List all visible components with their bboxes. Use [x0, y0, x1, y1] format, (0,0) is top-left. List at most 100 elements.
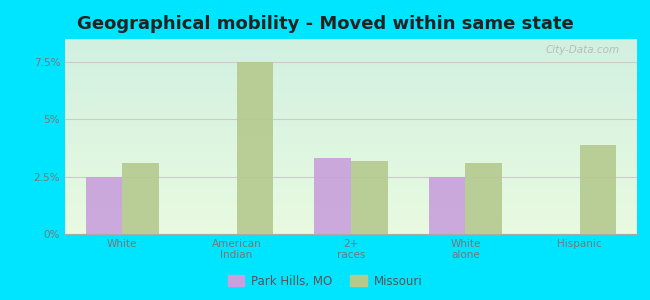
Bar	[65, 186, 637, 187]
Bar	[65, 189, 637, 190]
Bar	[65, 52, 637, 54]
Bar	[237, 62, 273, 234]
Bar	[65, 60, 637, 62]
Bar	[65, 130, 637, 131]
Bar	[65, 204, 637, 205]
Bar	[65, 123, 637, 124]
Bar	[65, 179, 637, 180]
Bar	[65, 88, 637, 89]
Text: Geographical mobility - Moved within same state: Geographical mobility - Moved within sam…	[77, 15, 573, 33]
Bar	[65, 54, 637, 55]
Bar	[65, 100, 637, 101]
Bar	[65, 87, 637, 88]
Bar	[65, 224, 637, 225]
Bar	[65, 61, 637, 62]
Bar	[65, 160, 637, 161]
Bar	[65, 84, 637, 85]
Bar	[65, 39, 637, 40]
Bar	[65, 150, 637, 151]
Bar	[65, 188, 637, 189]
Bar	[65, 227, 637, 228]
Bar	[65, 81, 637, 82]
Bar	[65, 162, 637, 163]
Bar	[65, 194, 637, 195]
Bar	[65, 184, 637, 185]
Bar	[65, 105, 637, 106]
Bar	[65, 145, 637, 146]
Bar	[65, 131, 637, 132]
Bar	[65, 233, 637, 234]
Bar	[65, 193, 637, 194]
Bar	[65, 226, 637, 227]
Bar	[65, 120, 637, 121]
Bar	[65, 212, 637, 214]
Bar	[65, 216, 637, 217]
Bar	[65, 229, 637, 230]
Bar	[65, 140, 637, 141]
Bar	[65, 91, 637, 92]
Bar	[65, 220, 637, 221]
Bar	[65, 209, 637, 210]
Bar	[65, 92, 637, 93]
Bar	[65, 129, 637, 130]
Bar	[65, 154, 637, 155]
Bar	[65, 138, 637, 140]
Bar	[65, 41, 637, 42]
Bar	[65, 223, 637, 224]
Bar	[65, 168, 637, 169]
Bar	[65, 122, 637, 123]
Bar	[65, 231, 637, 232]
Bar	[65, 202, 637, 203]
Text: City-Data.com: City-Data.com	[546, 45, 620, 55]
Bar	[65, 49, 637, 50]
Bar	[65, 232, 637, 233]
Bar	[65, 62, 637, 63]
Bar	[65, 215, 637, 217]
Bar	[65, 58, 637, 59]
Bar	[65, 136, 637, 137]
Bar	[65, 203, 637, 204]
Bar	[65, 52, 637, 53]
Bar	[65, 98, 637, 100]
Bar	[65, 219, 637, 220]
Bar	[65, 65, 637, 66]
Bar	[65, 172, 637, 173]
Bar	[65, 76, 637, 77]
Bar	[65, 181, 637, 182]
Bar	[65, 95, 637, 97]
Bar	[65, 157, 637, 158]
Bar	[65, 225, 637, 226]
Bar	[65, 90, 637, 91]
Bar	[65, 103, 637, 104]
Bar	[65, 101, 637, 102]
Bar	[65, 86, 637, 87]
Bar	[65, 134, 637, 136]
Bar	[65, 46, 637, 47]
Bar	[65, 190, 637, 191]
Bar	[65, 70, 637, 71]
Bar	[65, 77, 637, 78]
Bar	[65, 133, 637, 134]
Bar	[65, 74, 637, 75]
Bar	[65, 55, 637, 56]
Bar	[65, 187, 637, 188]
Bar	[65, 43, 637, 44]
Bar	[65, 166, 637, 167]
Bar	[65, 199, 637, 200]
Bar	[65, 125, 637, 126]
Bar	[65, 207, 637, 208]
Bar	[65, 110, 637, 111]
Bar	[65, 182, 637, 183]
Bar	[65, 117, 637, 118]
Bar	[65, 137, 637, 138]
Bar	[65, 171, 637, 172]
Bar	[65, 211, 637, 212]
Bar	[65, 200, 637, 201]
Bar	[65, 144, 637, 145]
Bar	[122, 163, 159, 234]
Bar	[65, 109, 637, 110]
Bar	[65, 126, 637, 127]
Bar	[65, 164, 637, 165]
Bar	[65, 158, 637, 159]
Bar	[65, 45, 637, 46]
